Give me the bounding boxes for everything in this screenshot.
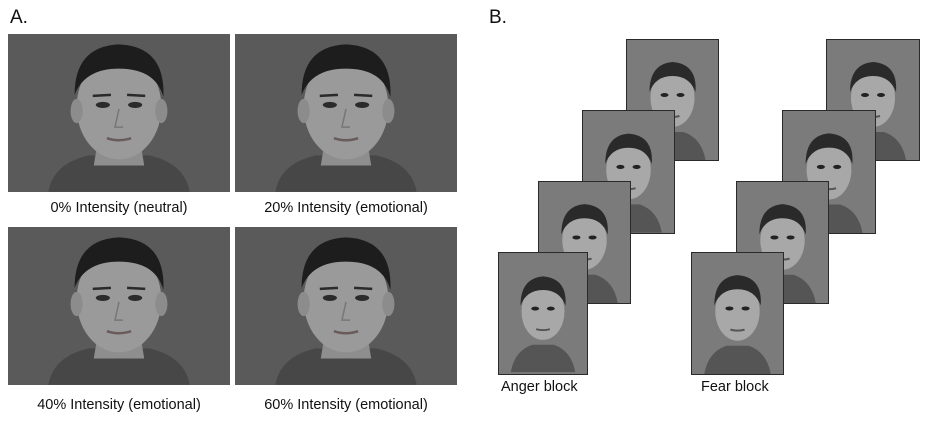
face-drawing — [499, 253, 587, 374]
panel-b-letter: B. — [489, 7, 507, 28]
face-drawing — [235, 34, 457, 192]
face-image-0-percent — [8, 34, 230, 192]
face-drawing — [235, 227, 457, 385]
fear-face-card-1 — [691, 252, 784, 375]
face-image-40-percent — [8, 227, 230, 385]
caption-0-percent: 0% Intensity (neutral) — [50, 200, 188, 216]
caption-20-percent: 20% Intensity (emotional) — [264, 200, 428, 216]
face-drawing — [692, 253, 783, 374]
caption-40-percent: 40% Intensity (emotional) — [37, 397, 201, 413]
face-image-20-percent — [235, 34, 457, 192]
face-image-60-percent — [235, 227, 457, 385]
caption-60-percent: 60% Intensity (emotional) — [264, 397, 428, 413]
anger-block-label: Anger block — [501, 379, 578, 395]
fear-block-label: Fear block — [701, 379, 769, 395]
anger-face-card-1 — [498, 252, 588, 375]
panel-a-letter: A. — [10, 7, 28, 28]
face-drawing — [8, 34, 230, 192]
face-drawing — [8, 227, 230, 385]
